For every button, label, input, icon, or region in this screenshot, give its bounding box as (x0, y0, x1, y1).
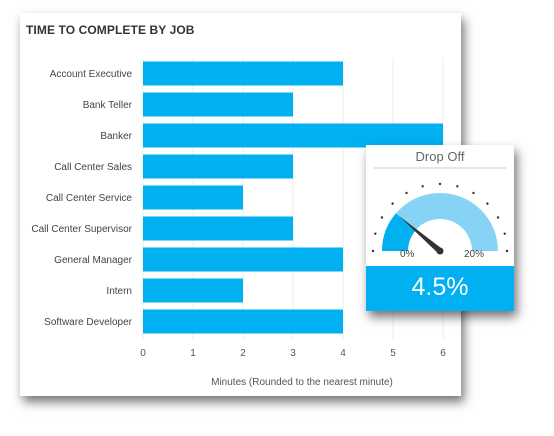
x-tick-label: 5 (390, 348, 396, 359)
x-tick-label: 3 (290, 348, 296, 359)
gauge-max-label: 20% (464, 249, 485, 260)
x-tick-label: 4 (340, 348, 346, 359)
y-category-label: General Manager (54, 255, 132, 266)
x-tick-label: 6 (440, 348, 446, 359)
gauge-tick-dot (496, 216, 500, 219)
gauge-fill (382, 213, 416, 251)
gauge-needle (398, 215, 442, 254)
gauge-tick-dot (456, 185, 459, 188)
gauge-tick-dot (374, 232, 377, 235)
y-category-label: Software Developer (44, 317, 132, 328)
gauge-tick-dot (505, 249, 509, 253)
gauge-tick-dot (472, 191, 475, 195)
x-axis-title: Minutes (Rounded to the nearest minute) (211, 377, 393, 388)
bar (143, 92, 293, 117)
y-category-label: Intern (106, 286, 132, 297)
gauge-tick-dot (438, 182, 442, 186)
gauge-needle-hub (436, 247, 444, 255)
y-category-label: Call Center Service (46, 193, 133, 204)
gauge-tick-dot (486, 202, 489, 205)
x-tick-label: 2 (240, 348, 246, 359)
bar (143, 185, 243, 210)
y-category-label: Account Executive (50, 69, 133, 80)
x-tick-label: 0 (140, 348, 146, 359)
gauge-min-label: 0% (400, 249, 415, 260)
bar-chart: 0 1 2 3 4 5 6 Account Executive Bank Teller Banke… (31, 58, 446, 359)
y-category-label: Bank Teller (83, 100, 133, 111)
gauge-tick-dot (371, 249, 375, 253)
bar (143, 309, 343, 334)
drop-off-gauge-card[interactable]: Drop Off 0% 20% 4.5% (366, 145, 514, 311)
y-category-label: Call Center Supervisor (31, 224, 132, 235)
gauge-tick-dot (391, 202, 394, 205)
gauge-tick-dot (503, 232, 506, 235)
bar (143, 247, 343, 272)
gauge-value: 4.5% (411, 273, 469, 301)
gauge-chart (371, 167, 509, 255)
gauge-tick-dot (405, 191, 408, 195)
gauge-value-band: 4.5% (366, 266, 514, 311)
gauge-tick-dot (380, 216, 384, 219)
y-category-label: Call Center Sales (54, 162, 132, 173)
bar (143, 61, 343, 86)
gauge-title: Drop Off (415, 149, 465, 164)
chart-title: TIME TO COMPLETE BY JOB (26, 23, 195, 37)
bar (143, 123, 443, 148)
gauge-tick-dot (421, 185, 424, 188)
bar (143, 278, 243, 303)
y-category-label: Banker (100, 131, 132, 142)
bar (143, 216, 293, 241)
x-tick-label: 1 (190, 348, 196, 359)
bar (143, 154, 293, 179)
